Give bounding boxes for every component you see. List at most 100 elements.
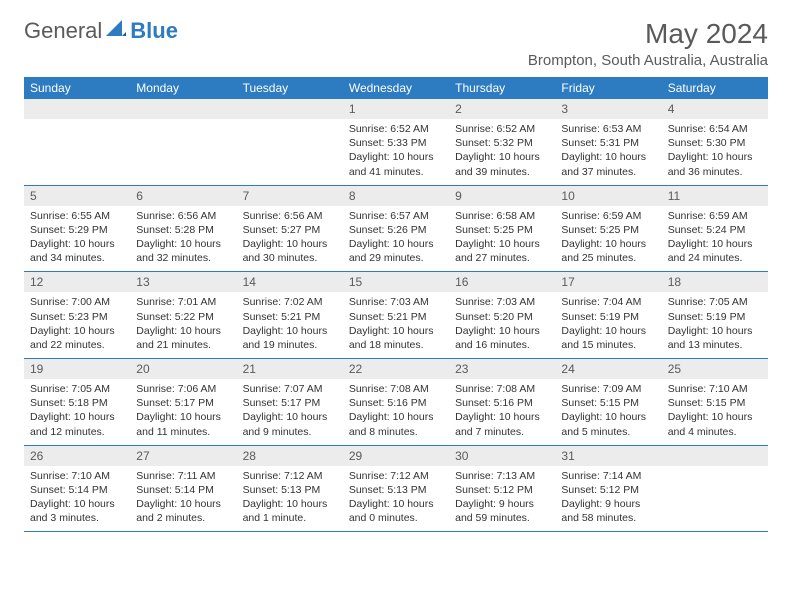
day-number — [130, 99, 236, 119]
day-cell: 19Sunrise: 7:05 AMSunset: 5:18 PMDayligh… — [24, 359, 130, 446]
day-info: Sunrise: 7:05 AMSunset: 5:18 PMDaylight:… — [24, 379, 130, 445]
day-info: Sunrise: 6:59 AMSunset: 5:25 PMDaylight:… — [555, 206, 661, 272]
calendar-table: SundayMondayTuesdayWednesdayThursdayFrid… — [24, 77, 768, 532]
day-header: Sunday — [24, 77, 130, 99]
calendar-head: SundayMondayTuesdayWednesdayThursdayFrid… — [24, 77, 768, 99]
day-number: 5 — [24, 186, 130, 206]
day-cell: 2Sunrise: 6:52 AMSunset: 5:32 PMDaylight… — [449, 99, 555, 185]
day-number: 22 — [343, 359, 449, 379]
day-number: 15 — [343, 272, 449, 292]
day-cell — [237, 99, 343, 185]
day-cell: 13Sunrise: 7:01 AMSunset: 5:22 PMDayligh… — [130, 272, 236, 359]
day-cell: 8Sunrise: 6:57 AMSunset: 5:26 PMDaylight… — [343, 185, 449, 272]
day-number: 21 — [237, 359, 343, 379]
week-row: 19Sunrise: 7:05 AMSunset: 5:18 PMDayligh… — [24, 359, 768, 446]
location: Brompton, South Australia, Australia — [528, 52, 768, 69]
day-info: Sunrise: 7:03 AMSunset: 5:20 PMDaylight:… — [449, 292, 555, 358]
day-info: Sunrise: 6:52 AMSunset: 5:32 PMDaylight:… — [449, 119, 555, 185]
day-info: Sunrise: 7:10 AMSunset: 5:14 PMDaylight:… — [24, 466, 130, 532]
day-cell: 5Sunrise: 6:55 AMSunset: 5:29 PMDaylight… — [24, 185, 130, 272]
calendar-body: 1Sunrise: 6:52 AMSunset: 5:33 PMDaylight… — [24, 99, 768, 532]
day-number — [662, 446, 768, 466]
day-cell — [662, 445, 768, 532]
day-cell: 27Sunrise: 7:11 AMSunset: 5:14 PMDayligh… — [130, 445, 236, 532]
week-row: 1Sunrise: 6:52 AMSunset: 5:33 PMDaylight… — [24, 99, 768, 185]
day-header: Friday — [555, 77, 661, 99]
day-cell: 15Sunrise: 7:03 AMSunset: 5:21 PMDayligh… — [343, 272, 449, 359]
day-cell: 17Sunrise: 7:04 AMSunset: 5:19 PMDayligh… — [555, 272, 661, 359]
day-info: Sunrise: 7:03 AMSunset: 5:21 PMDaylight:… — [343, 292, 449, 358]
day-info: Sunrise: 7:06 AMSunset: 5:17 PMDaylight:… — [130, 379, 236, 445]
day-info: Sunrise: 7:02 AMSunset: 5:21 PMDaylight:… — [237, 292, 343, 358]
day-info: Sunrise: 6:59 AMSunset: 5:24 PMDaylight:… — [662, 206, 768, 272]
day-cell: 25Sunrise: 7:10 AMSunset: 5:15 PMDayligh… — [662, 359, 768, 446]
day-info: Sunrise: 7:10 AMSunset: 5:15 PMDaylight:… — [662, 379, 768, 445]
day-number: 12 — [24, 272, 130, 292]
day-info: Sunrise: 7:05 AMSunset: 5:19 PMDaylight:… — [662, 292, 768, 358]
day-cell: 29Sunrise: 7:12 AMSunset: 5:13 PMDayligh… — [343, 445, 449, 532]
day-cell: 7Sunrise: 6:56 AMSunset: 5:27 PMDaylight… — [237, 185, 343, 272]
day-number: 29 — [343, 446, 449, 466]
day-number: 7 — [237, 186, 343, 206]
day-cell: 14Sunrise: 7:02 AMSunset: 5:21 PMDayligh… — [237, 272, 343, 359]
day-number — [237, 99, 343, 119]
day-cell: 21Sunrise: 7:07 AMSunset: 5:17 PMDayligh… — [237, 359, 343, 446]
day-number: 28 — [237, 446, 343, 466]
day-cell: 28Sunrise: 7:12 AMSunset: 5:13 PMDayligh… — [237, 445, 343, 532]
day-cell: 22Sunrise: 7:08 AMSunset: 5:16 PMDayligh… — [343, 359, 449, 446]
day-header: Saturday — [662, 77, 768, 99]
day-cell: 11Sunrise: 6:59 AMSunset: 5:24 PMDayligh… — [662, 185, 768, 272]
day-number: 3 — [555, 99, 661, 119]
day-number: 4 — [662, 99, 768, 119]
day-number: 17 — [555, 272, 661, 292]
day-cell: 26Sunrise: 7:10 AMSunset: 5:14 PMDayligh… — [24, 445, 130, 532]
day-number: 13 — [130, 272, 236, 292]
day-number: 19 — [24, 359, 130, 379]
day-info: Sunrise: 7:00 AMSunset: 5:23 PMDaylight:… — [24, 292, 130, 358]
day-number: 6 — [130, 186, 236, 206]
day-info: Sunrise: 7:08 AMSunset: 5:16 PMDaylight:… — [343, 379, 449, 445]
day-number: 11 — [662, 186, 768, 206]
day-cell: 12Sunrise: 7:00 AMSunset: 5:23 PMDayligh… — [24, 272, 130, 359]
day-info: Sunrise: 6:58 AMSunset: 5:25 PMDaylight:… — [449, 206, 555, 272]
day-cell: 16Sunrise: 7:03 AMSunset: 5:20 PMDayligh… — [449, 272, 555, 359]
day-header: Monday — [130, 77, 236, 99]
day-number: 8 — [343, 186, 449, 206]
day-number: 18 — [662, 272, 768, 292]
day-header: Thursday — [449, 77, 555, 99]
day-number: 30 — [449, 446, 555, 466]
logo-text-1: General — [24, 18, 102, 44]
day-info: Sunrise: 6:54 AMSunset: 5:30 PMDaylight:… — [662, 119, 768, 185]
day-info: Sunrise: 7:11 AMSunset: 5:14 PMDaylight:… — [130, 466, 236, 532]
day-number: 2 — [449, 99, 555, 119]
day-number: 26 — [24, 446, 130, 466]
day-number: 14 — [237, 272, 343, 292]
day-info: Sunrise: 6:55 AMSunset: 5:29 PMDaylight:… — [24, 206, 130, 272]
day-cell: 1Sunrise: 6:52 AMSunset: 5:33 PMDaylight… — [343, 99, 449, 185]
day-number: 23 — [449, 359, 555, 379]
header: General Blue May 2024 Brompton, South Au… — [24, 18, 768, 69]
week-row: 12Sunrise: 7:00 AMSunset: 5:23 PMDayligh… — [24, 272, 768, 359]
day-number: 10 — [555, 186, 661, 206]
day-info: Sunrise: 7:08 AMSunset: 5:16 PMDaylight:… — [449, 379, 555, 445]
day-number: 25 — [662, 359, 768, 379]
week-row: 26Sunrise: 7:10 AMSunset: 5:14 PMDayligh… — [24, 445, 768, 532]
logo-sail-icon — [106, 18, 126, 44]
day-cell — [24, 99, 130, 185]
day-info: Sunrise: 6:53 AMSunset: 5:31 PMDaylight:… — [555, 119, 661, 185]
day-info: Sunrise: 6:57 AMSunset: 5:26 PMDaylight:… — [343, 206, 449, 272]
logo: General Blue — [24, 18, 178, 44]
day-number: 24 — [555, 359, 661, 379]
day-info: Sunrise: 7:07 AMSunset: 5:17 PMDaylight:… — [237, 379, 343, 445]
day-header: Wednesday — [343, 77, 449, 99]
day-number: 27 — [130, 446, 236, 466]
day-info: Sunrise: 7:12 AMSunset: 5:13 PMDaylight:… — [343, 466, 449, 532]
day-info: Sunrise: 7:14 AMSunset: 5:12 PMDaylight:… — [555, 466, 661, 532]
day-info: Sunrise: 7:12 AMSunset: 5:13 PMDaylight:… — [237, 466, 343, 532]
day-info: Sunrise: 7:04 AMSunset: 5:19 PMDaylight:… — [555, 292, 661, 358]
day-cell: 24Sunrise: 7:09 AMSunset: 5:15 PMDayligh… — [555, 359, 661, 446]
day-info: Sunrise: 6:52 AMSunset: 5:33 PMDaylight:… — [343, 119, 449, 185]
day-cell: 23Sunrise: 7:08 AMSunset: 5:16 PMDayligh… — [449, 359, 555, 446]
day-info: Sunrise: 6:56 AMSunset: 5:28 PMDaylight:… — [130, 206, 236, 272]
day-info: Sunrise: 7:09 AMSunset: 5:15 PMDaylight:… — [555, 379, 661, 445]
